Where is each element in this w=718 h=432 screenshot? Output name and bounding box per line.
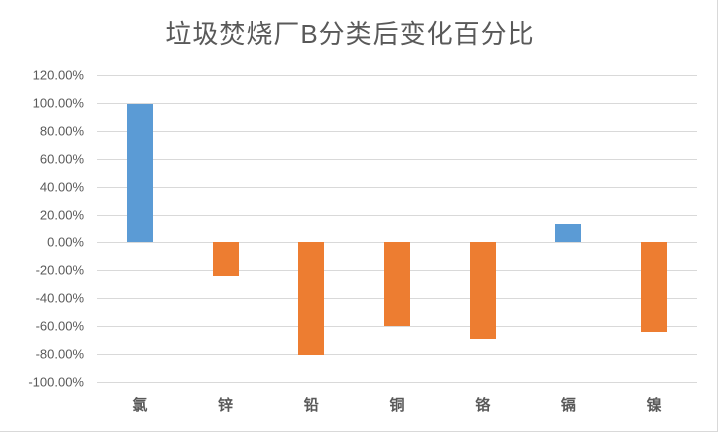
y-axis-tick-label: 0.00% bbox=[47, 234, 84, 250]
y-axis-tick-label: -60.00% bbox=[35, 318, 84, 334]
y-axis-tick-label: 100.00% bbox=[32, 95, 84, 111]
chart-bar bbox=[469, 242, 496, 339]
gridline bbox=[97, 214, 697, 216]
chart-bar bbox=[126, 103, 153, 243]
chart-bar bbox=[555, 223, 582, 243]
gridline bbox=[97, 130, 697, 132]
x-axis-category-label: 铬 bbox=[475, 397, 491, 414]
chart-title: 垃圾焚烧厂B分类后变化百分比 bbox=[165, 19, 535, 49]
x-axis-category-label: 镍 bbox=[646, 397, 662, 414]
gridline bbox=[97, 158, 697, 160]
gridline bbox=[97, 326, 697, 328]
x-axis-category-label: 氯 bbox=[132, 397, 148, 414]
y-axis-tick-label: 40.00% bbox=[39, 179, 84, 195]
y-axis-tick-label: 60.00% bbox=[39, 151, 84, 167]
y-axis-tick-label: 80.00% bbox=[39, 123, 84, 139]
chart-bar bbox=[212, 242, 239, 276]
gridline bbox=[97, 186, 697, 188]
gridline bbox=[97, 354, 697, 356]
y-axis-tick-label: -100.00% bbox=[28, 374, 84, 390]
gridline bbox=[97, 382, 697, 383]
chart-bar bbox=[641, 242, 668, 332]
y-axis-tick-label: -20.00% bbox=[35, 262, 84, 278]
gridline bbox=[97, 75, 697, 76]
x-axis-category-label: 锌 bbox=[218, 397, 234, 414]
chart-bar bbox=[384, 242, 410, 327]
y-axis-tick-label: 120.00% bbox=[32, 67, 84, 83]
gridline bbox=[97, 102, 697, 104]
x-axis-category-label: 铅 bbox=[303, 397, 319, 414]
y-axis-tick-label: -40.00% bbox=[35, 290, 84, 306]
x-axis-category-label: 铜 bbox=[389, 397, 405, 414]
y-axis-tick-label: -80.00% bbox=[35, 346, 84, 362]
x-axis-category-label: 镉 bbox=[560, 397, 576, 414]
y-axis-tick-label: 20.00% bbox=[39, 207, 84, 223]
chart-bar bbox=[298, 242, 325, 356]
